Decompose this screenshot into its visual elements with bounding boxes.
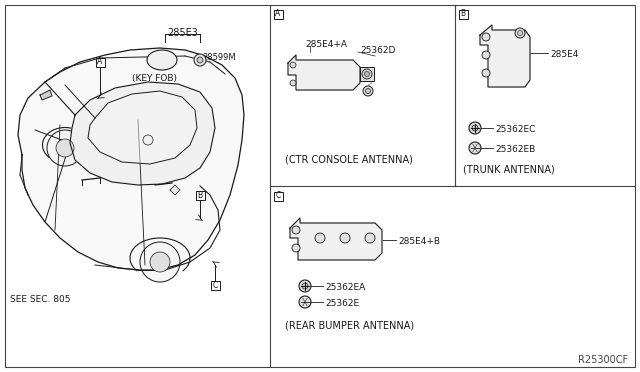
Circle shape bbox=[340, 233, 350, 243]
Circle shape bbox=[140, 242, 180, 282]
Bar bbox=[273, 192, 282, 201]
Polygon shape bbox=[70, 82, 215, 185]
Circle shape bbox=[143, 135, 153, 145]
Circle shape bbox=[365, 233, 375, 243]
Text: R25300CF: R25300CF bbox=[578, 355, 628, 365]
Circle shape bbox=[299, 280, 311, 292]
Text: 285E3: 285E3 bbox=[168, 28, 198, 38]
Text: 285E4: 285E4 bbox=[550, 50, 579, 59]
Ellipse shape bbox=[147, 50, 177, 70]
Circle shape bbox=[482, 51, 490, 59]
Circle shape bbox=[365, 71, 369, 77]
Bar bbox=[95, 58, 104, 67]
Circle shape bbox=[290, 80, 296, 86]
Circle shape bbox=[469, 122, 481, 134]
Circle shape bbox=[47, 130, 83, 166]
Circle shape bbox=[299, 296, 311, 308]
Circle shape bbox=[292, 244, 300, 252]
Circle shape bbox=[315, 233, 325, 243]
Text: 285E4+A: 285E4+A bbox=[305, 40, 347, 49]
Polygon shape bbox=[480, 25, 530, 87]
Circle shape bbox=[362, 69, 372, 79]
Text: A: A bbox=[97, 58, 102, 67]
Circle shape bbox=[290, 62, 296, 68]
Circle shape bbox=[518, 31, 522, 35]
Text: 25362EA: 25362EA bbox=[325, 283, 365, 292]
Circle shape bbox=[194, 54, 206, 66]
Circle shape bbox=[482, 33, 490, 41]
Text: 25362EB: 25362EB bbox=[495, 145, 535, 154]
Bar bbox=[195, 190, 205, 199]
Polygon shape bbox=[88, 91, 197, 164]
Text: (TRUNK ANTENNA): (TRUNK ANTENNA) bbox=[463, 165, 555, 175]
Text: (CTR CONSOLE ANTENNA): (CTR CONSOLE ANTENNA) bbox=[285, 155, 413, 165]
Text: 25362E: 25362E bbox=[325, 299, 359, 308]
Text: C: C bbox=[212, 280, 218, 289]
Text: 25362D: 25362D bbox=[360, 46, 396, 55]
Circle shape bbox=[363, 86, 373, 96]
Circle shape bbox=[515, 28, 525, 38]
Polygon shape bbox=[170, 185, 180, 195]
Bar bbox=[273, 10, 282, 19]
Polygon shape bbox=[40, 90, 52, 100]
Text: 285E4+B: 285E4+B bbox=[398, 237, 440, 246]
Circle shape bbox=[292, 226, 300, 234]
Text: 25362EC: 25362EC bbox=[495, 125, 536, 134]
Text: 28599M: 28599M bbox=[202, 53, 236, 62]
Polygon shape bbox=[288, 55, 360, 90]
Polygon shape bbox=[290, 218, 382, 260]
Text: A: A bbox=[275, 10, 280, 19]
Circle shape bbox=[482, 69, 490, 77]
Circle shape bbox=[56, 139, 74, 157]
Polygon shape bbox=[18, 48, 244, 270]
Bar bbox=[211, 280, 220, 289]
Text: (REAR BUMPER ANTENNA): (REAR BUMPER ANTENNA) bbox=[285, 320, 414, 330]
Text: SEE SEC. 805: SEE SEC. 805 bbox=[10, 295, 70, 304]
Circle shape bbox=[302, 283, 308, 289]
Circle shape bbox=[469, 142, 481, 154]
Text: C: C bbox=[275, 192, 280, 201]
Bar bbox=[152, 54, 158, 66]
Circle shape bbox=[365, 89, 371, 93]
Text: (KEY FOB): (KEY FOB) bbox=[132, 74, 177, 83]
Text: B: B bbox=[197, 190, 203, 199]
Bar bbox=[458, 10, 467, 19]
Circle shape bbox=[197, 57, 203, 63]
Circle shape bbox=[472, 125, 478, 131]
Bar bbox=[360, 67, 374, 81]
Text: B: B bbox=[460, 10, 465, 19]
Circle shape bbox=[150, 252, 170, 272]
Bar bbox=[302, 225, 372, 251]
